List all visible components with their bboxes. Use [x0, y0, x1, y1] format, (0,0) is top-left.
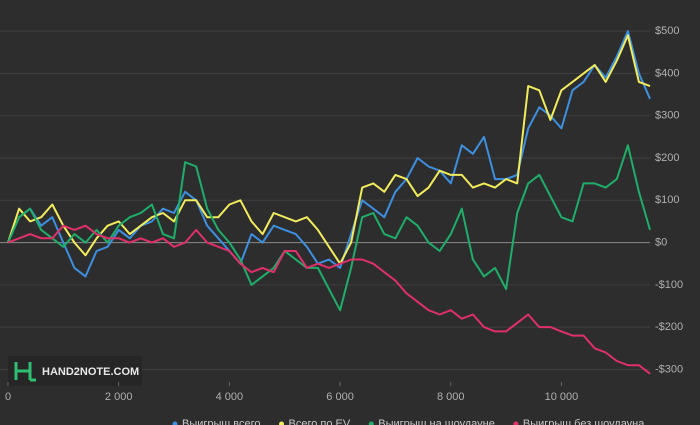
legend-label: Выигрыш без шоудауна: [523, 418, 645, 425]
y-tick-label: $0: [655, 236, 667, 248]
x-tick-label: 10 000: [545, 391, 579, 403]
x-tick-label: 4 000: [216, 391, 244, 403]
legend-label: Выигрыш на шоудауне: [378, 418, 495, 425]
x-tick-label: 0: [5, 391, 11, 403]
x-tick-label: 8 000: [437, 391, 465, 403]
series-line: [7, 144, 651, 312]
y-tick-label: $500: [655, 25, 679, 37]
legend-marker: [368, 421, 374, 425]
watermark-text: HAND2NOTE.COM: [42, 366, 139, 378]
logo: [14, 362, 36, 382]
y-tick-label: $200: [655, 152, 679, 164]
legend-label: Всего по EV: [289, 418, 351, 425]
y-tick-label: $400: [655, 67, 679, 79]
legend-marker: [172, 421, 178, 425]
x-tick-label: 2 000: [105, 391, 133, 403]
y-tick-label: -$200: [655, 321, 683, 333]
y-tick-label: -$300: [655, 363, 683, 375]
y-tick-label: $100: [655, 194, 679, 206]
axis: -$300 -$200 -$100 $0 $100 $200 $300 $400 $500 0 2 …: [5, 25, 683, 403]
x-tick-label: 6 000: [326, 391, 354, 403]
y-tick-label: $300: [655, 110, 679, 122]
lines: [7, 30, 651, 375]
legend-label: Выигрыш всего: [182, 418, 261, 425]
series-line: [7, 34, 651, 265]
legend: Выигрыш всего Всего по EV Выигрыш на шоуда…: [172, 418, 645, 425]
y-tick-label: -$100: [655, 279, 683, 291]
watermark: HAND2NOTE.COM: [8, 356, 142, 386]
series-line: [7, 30, 651, 278]
legend-marker: [513, 421, 519, 425]
series-line: [7, 224, 651, 375]
legend-marker: [279, 421, 285, 425]
